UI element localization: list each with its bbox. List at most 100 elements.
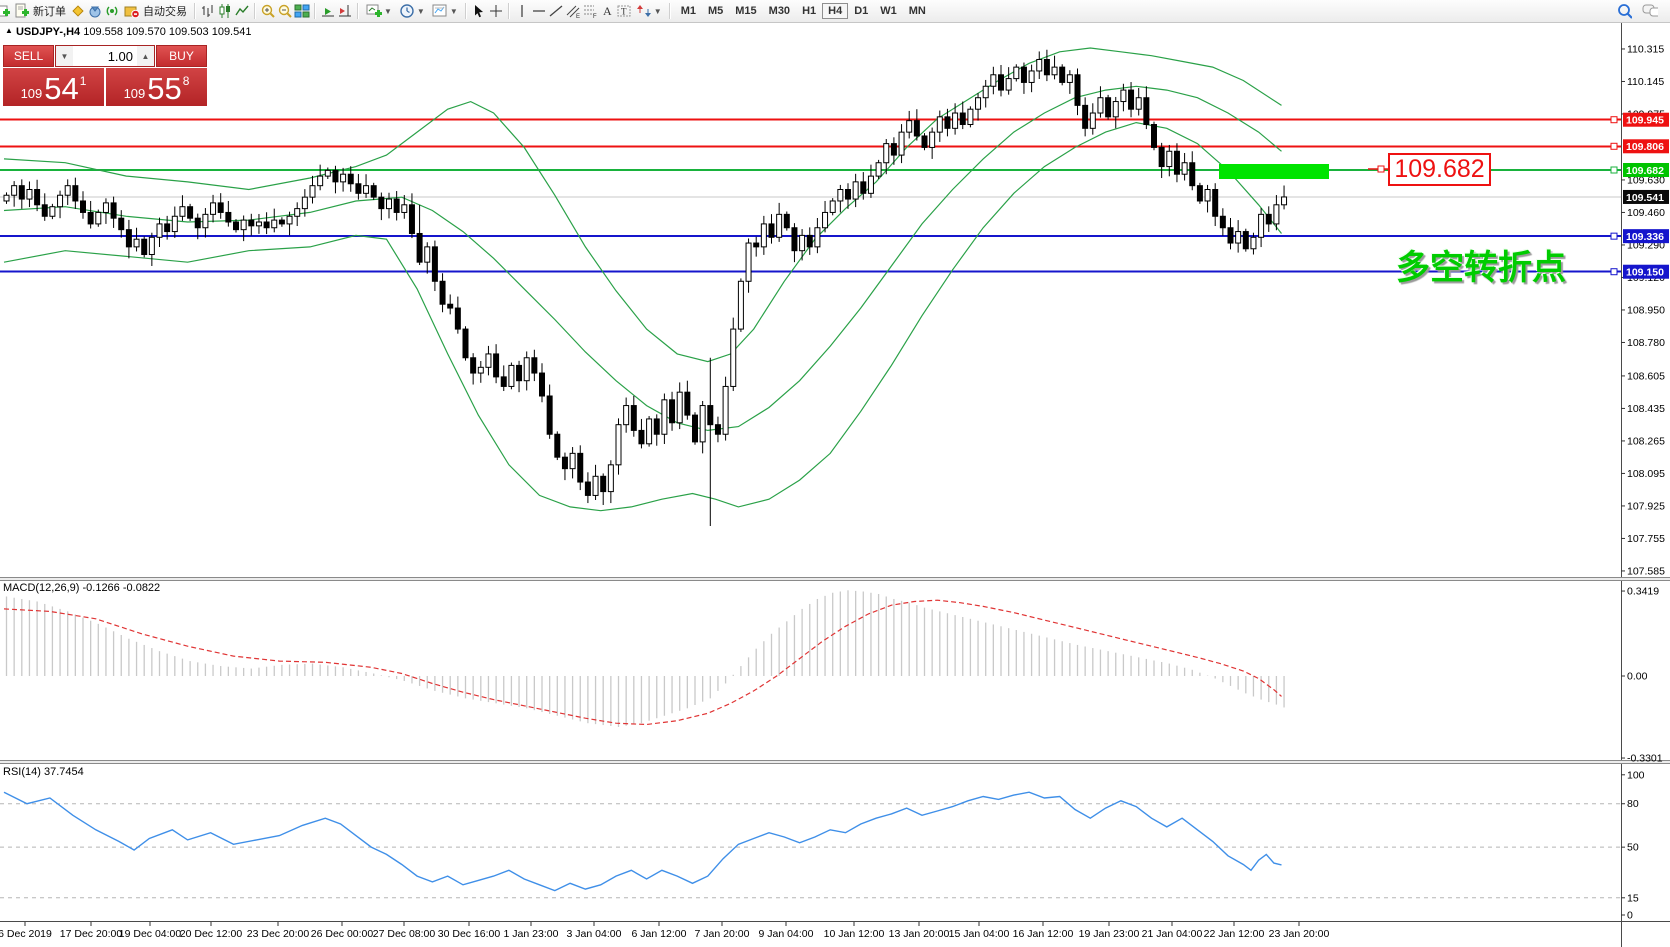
macd-signal-line	[3, 599, 1282, 726]
crosshair-icon[interactable]	[488, 3, 504, 19]
time-axis-label: 30 Dec 16:00	[438, 928, 501, 940]
arrows-icon	[636, 3, 652, 19]
rsi-axis-label: 100	[1627, 769, 1645, 781]
macd-pane: 0.3419 0.00 -0.3301	[5, 586, 1663, 765]
chart-plus-icon[interactable]	[0, 3, 10, 19]
timeframe-mn[interactable]: MN	[908, 5, 926, 17]
hline-price-tag	[1623, 189, 1669, 204]
hline-handle-icon[interactable]	[1377, 165, 1385, 173]
price-axis-label: 107.585	[1627, 565, 1665, 577]
hline-price-tag-label: 109.541	[1626, 192, 1664, 204]
auto-scroll-icon[interactable]	[320, 3, 336, 19]
time-axis-label: 3 Jan 04:00	[567, 928, 622, 940]
time-axis-label: 7 Jan 20:00	[695, 928, 750, 940]
timeframe-m15[interactable]: M15	[735, 5, 757, 17]
separator	[254, 3, 256, 19]
price-axis-label: 110.145	[1627, 76, 1664, 88]
collapse-arrow-icon[interactable]: ▲	[5, 26, 13, 35]
trendline-icon[interactable]	[548, 3, 564, 19]
timeframe-h1[interactable]: H1	[802, 5, 817, 17]
autotrading-button[interactable]: 自动交易	[121, 1, 190, 21]
price-axis-label: 109.460	[1627, 207, 1665, 219]
new-chart-button[interactable]: ▼	[363, 1, 395, 21]
text-label-icon[interactable]: T	[616, 3, 632, 19]
hline-handle-icon[interactable]	[1610, 232, 1618, 240]
horizontal-line-icon[interactable]	[531, 3, 547, 19]
chevron-down-icon: ▼	[384, 6, 392, 16]
macd-main-value: -0.1266	[82, 582, 120, 594]
price-callout-label[interactable]: 109.682	[1388, 153, 1491, 186]
timeframe-m30[interactable]: M30	[768, 5, 791, 17]
chart-title: ▲ USDJPY-,H4 109.558 109.570 109.503 109…	[5, 26, 251, 38]
time-axis-label: 22 Jan 12:00	[1204, 928, 1265, 940]
candlestick-series	[3, 49, 1288, 527]
rsi-label: RSI(14) 37.7454	[3, 766, 84, 778]
hline-handle-icon[interactable]	[1610, 268, 1618, 276]
buy-price[interactable]: 109 55 8	[106, 68, 207, 106]
timeframe-h4[interactable]: H4	[822, 3, 849, 19]
market-watch-icon[interactable]	[87, 3, 103, 19]
cursor-icon[interactable]	[471, 3, 487, 19]
tile-windows-icon[interactable]	[294, 3, 310, 19]
svg-text:A: A	[603, 4, 612, 18]
one-click-trade-panel: SELL ▼ 1.00 ▲ BUY 109 54 1 109 55 8	[3, 45, 207, 106]
vertical-line-icon[interactable]	[514, 3, 530, 19]
channel-icon[interactable]: E	[565, 3, 581, 19]
template-icon	[432, 3, 448, 19]
macd-axis-label: 0.3419	[1627, 586, 1659, 598]
timeframe-m5[interactable]: M5	[707, 5, 724, 17]
time-axis-label: 23 Jan 20:00	[1269, 928, 1330, 940]
new-order-icon	[14, 3, 30, 19]
buy-price-big: 55	[147, 71, 182, 106]
candlestick-chart-icon[interactable]	[217, 3, 233, 19]
signal-icon[interactable]	[104, 3, 120, 19]
timeframe-d1[interactable]: D1	[854, 5, 869, 17]
hline-handle-icon[interactable]	[1610, 166, 1618, 174]
timeframe-w1[interactable]: W1	[880, 5, 897, 17]
chart-shift-icon[interactable]	[337, 3, 353, 19]
timeframe-bar: M1 M5 M15 M30 H1 H4 D1 W1 MN	[675, 3, 932, 19]
separator	[507, 3, 510, 19]
sell-price-prefix: 109	[20, 86, 43, 101]
bar-chart-icon[interactable]	[200, 3, 216, 19]
search-icon[interactable]	[1616, 2, 1632, 19]
sell-price[interactable]: 109 54 1	[3, 68, 104, 106]
hline-price-tag-label: 109.682	[1626, 165, 1664, 177]
text-icon[interactable]: A	[599, 3, 615, 19]
separator	[194, 3, 196, 19]
chevron-down-icon: ▼	[416, 6, 425, 16]
arrows-button[interactable]: ▼	[633, 1, 665, 21]
hline-price-tag	[1623, 229, 1669, 244]
time-axis-label: 1 Jan 23:00	[504, 928, 559, 940]
periods-button[interactable]: ▼	[396, 1, 428, 21]
volume-stepper: ▼ 1.00 ▲	[55, 45, 155, 67]
sell-button[interactable]: SELL	[3, 45, 54, 67]
new-order-button[interactable]: 新订单	[11, 1, 69, 21]
hline-handle-icon[interactable]	[1610, 142, 1618, 150]
templates-button[interactable]: ▼	[429, 1, 461, 21]
chat-icon[interactable]	[1642, 2, 1658, 18]
time-axis-label: 13 Jan 20:00	[889, 928, 950, 940]
ohlc-values: 109.558 109.570 109.503 109.541	[83, 26, 252, 38]
turning-point-text[interactable]: 多空转折点	[1396, 249, 1566, 287]
gold-icon[interactable]	[70, 3, 86, 19]
volume-increase-button[interactable]: ▲	[137, 46, 154, 66]
separator	[314, 3, 316, 19]
timeframe-m1[interactable]: M1	[680, 5, 696, 17]
highlight-zone[interactable]	[1219, 164, 1329, 179]
fibonacci-icon[interactable]: F	[582, 3, 598, 19]
buy-button[interactable]: BUY	[156, 45, 207, 67]
line-chart-icon[interactable]	[234, 3, 250, 19]
volume-value[interactable]: 1.00	[107, 48, 133, 64]
zoom-in-icon[interactable]	[260, 3, 276, 19]
price-axis-label: 109.630	[1627, 174, 1665, 186]
zoom-out-icon[interactable]	[277, 3, 293, 19]
volume-decrease-button[interactable]: ▼	[56, 46, 73, 66]
hline-price-tag-label: 109.806	[1626, 141, 1664, 153]
rsi-axis-label: 15	[1627, 892, 1639, 904]
time-axis-label: 6 Jan 12:00	[632, 928, 687, 940]
hline-handle-icon[interactable]	[1610, 116, 1618, 124]
time-axis-label: 20 Dec 12:00	[180, 928, 243, 940]
price-axis-label: 107.925	[1627, 500, 1665, 512]
